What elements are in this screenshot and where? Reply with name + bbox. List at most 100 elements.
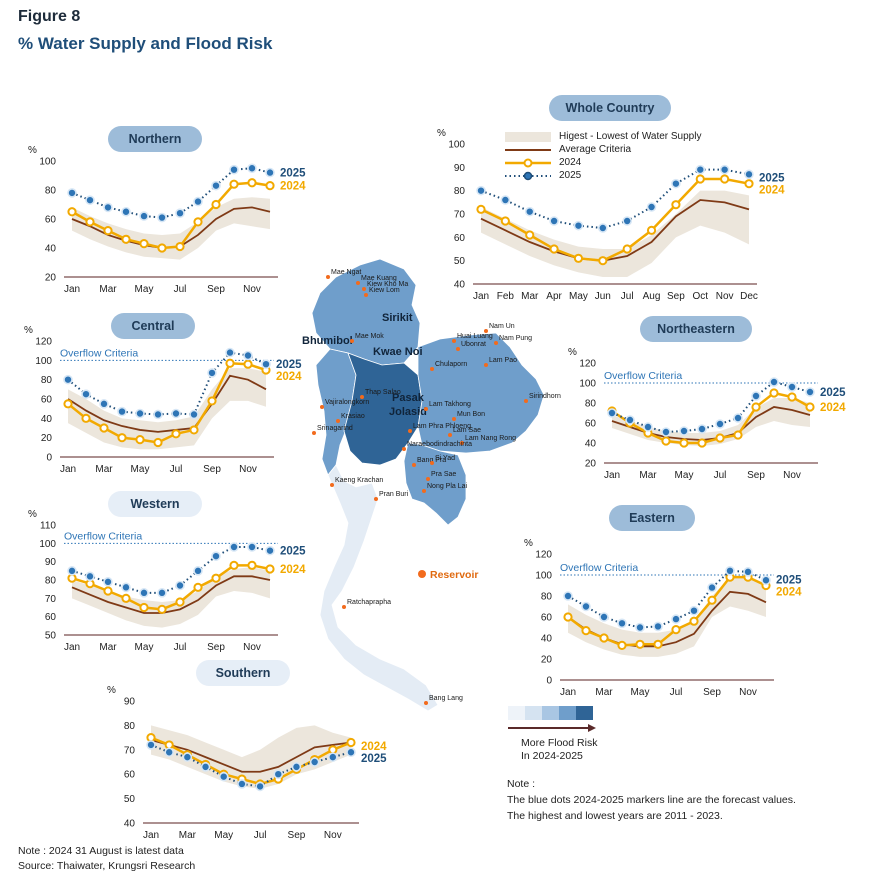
reservoir-dot-icon [362, 287, 366, 291]
y-tick-label: 80 [585, 399, 597, 410]
legend-average-swatch [505, 145, 551, 155]
y-tick-label: 100 [448, 140, 465, 151]
y-tick-label: 70 [45, 594, 57, 605]
dam-label: Lam Takhong [429, 401, 471, 408]
series-2025-point [751, 391, 761, 401]
dam-label: Srinagarind [317, 425, 353, 432]
chart-southern: % 40 50 60 70 80 90 Jan Mar May Jul Sep Nov 2025 2024 [107, 679, 407, 841]
end-label-2025: 2025 [280, 546, 306, 558]
x-tick-label: Jun [595, 291, 611, 302]
y-tick-label: 40 [541, 634, 553, 645]
dam-label: Nong Pla Lai [427, 483, 468, 490]
dam-label: Mae Kuang [361, 275, 397, 282]
series-2025-point [261, 359, 271, 370]
series-2025-point [67, 566, 77, 576]
y-tick-label: 60 [41, 395, 53, 406]
x-tick-label: Jan [143, 830, 159, 841]
source-text: Source: Thaiwater, Krungsri Research [18, 860, 196, 872]
series-2025-point [103, 577, 113, 587]
series-2024-point [476, 204, 486, 214]
map-region-northeastern [417, 332, 545, 454]
series-2024-point [573, 253, 584, 263]
y-tick-label: 50 [454, 256, 466, 267]
series-2025-line [67, 351, 267, 416]
x-tick-label: May [675, 470, 694, 481]
series-2025-point [573, 220, 584, 231]
risk-arrow-icon [508, 724, 596, 732]
series-2024-point [139, 602, 149, 613]
x-tick-label: Mar [99, 284, 117, 295]
x-tick-label: Jan [604, 470, 620, 481]
series-2025-point [157, 212, 167, 223]
region-pill-northern: Northern [108, 126, 202, 152]
series-2024-point [211, 199, 221, 210]
end-label-2024: 2024 [776, 587, 802, 599]
series-2024-point [85, 217, 95, 227]
reservoir-dot-icon [452, 417, 456, 421]
reservoir-dot-icon [430, 461, 434, 465]
series-2025-point [707, 582, 717, 593]
x-tick-label: Sep [203, 464, 221, 475]
legend-band-swatch [505, 131, 551, 142]
x-tick-label: Mar [521, 291, 539, 302]
series-2024-point [563, 612, 573, 622]
x-tick-label: Mar [179, 830, 197, 841]
dam-label: Krasiao [341, 413, 365, 420]
map-label-jolasid: Jolasid [389, 406, 427, 418]
thailand-map: Sirikit Bhumibol Kwae Noi Pasak Jolasid … [302, 258, 561, 712]
reservoir-dot-icon [426, 477, 430, 481]
series-2024-point [117, 433, 127, 443]
dam-label: Chulaporn [435, 361, 467, 368]
note-line-2: The highest and lowest years are 2011 - … [507, 810, 723, 822]
series-2025-point [805, 387, 815, 397]
y-tick-label: 120 [579, 359, 596, 370]
y-tick-label: 80 [41, 375, 53, 386]
y-tick-label: 60 [585, 419, 597, 430]
y-tick-label: 60 [454, 233, 466, 244]
series-2024-point [689, 616, 699, 626]
series-2025-point [103, 202, 113, 213]
y-tick-label: 20 [45, 273, 57, 284]
series-2024-point [549, 244, 559, 254]
series-2025-point [653, 621, 663, 632]
series-2025-point [153, 409, 163, 420]
x-tick-label: Jul [714, 470, 727, 481]
series-2025-point [225, 347, 235, 358]
series-2025-point [563, 591, 573, 601]
region-pill-eastern: Eastern [609, 505, 695, 531]
risk-color-boxes [508, 706, 598, 720]
series-2024-point [153, 437, 163, 448]
series-2024-point [265, 181, 275, 191]
x-tick-label: Jan [64, 284, 80, 295]
dam-label: Nam Pung [499, 335, 532, 342]
series-2025-point [346, 747, 356, 758]
range-band [151, 725, 351, 789]
end-label-2025: 2025 [820, 387, 846, 399]
figure-label: Figure 8 [18, 8, 81, 25]
reservoir-legend: Reservoir [418, 569, 478, 581]
series-2025-point [265, 545, 275, 556]
map-region-central [343, 352, 423, 466]
series-2025-point [787, 382, 797, 392]
series-2024-point [67, 207, 77, 217]
series-2024-point [733, 430, 743, 440]
series-2025-point [635, 622, 645, 633]
x-tick-label: Jul [254, 830, 267, 841]
series-2025-point [725, 565, 735, 576]
series-2025-point [171, 408, 181, 419]
y-unit-label: % [28, 145, 37, 156]
dam-label: Pra Sae [431, 471, 456, 478]
y-tick-label: 80 [454, 186, 466, 197]
series-2025-point [273, 769, 284, 779]
series-2025-point [218, 771, 229, 782]
risk-level-box [508, 706, 525, 720]
series-2024-point [193, 582, 203, 592]
reservoir-dot-icon [524, 399, 528, 403]
y-tick-label: 50 [45, 631, 57, 642]
note-forecast: Note : The blue dots 2024-2025 markers l… [507, 776, 796, 824]
series-2024-point [121, 593, 131, 603]
risk-level-box [525, 706, 542, 720]
series-2025-point [744, 169, 754, 180]
risk-level-box [576, 706, 593, 720]
x-tick-label: May [569, 291, 588, 302]
